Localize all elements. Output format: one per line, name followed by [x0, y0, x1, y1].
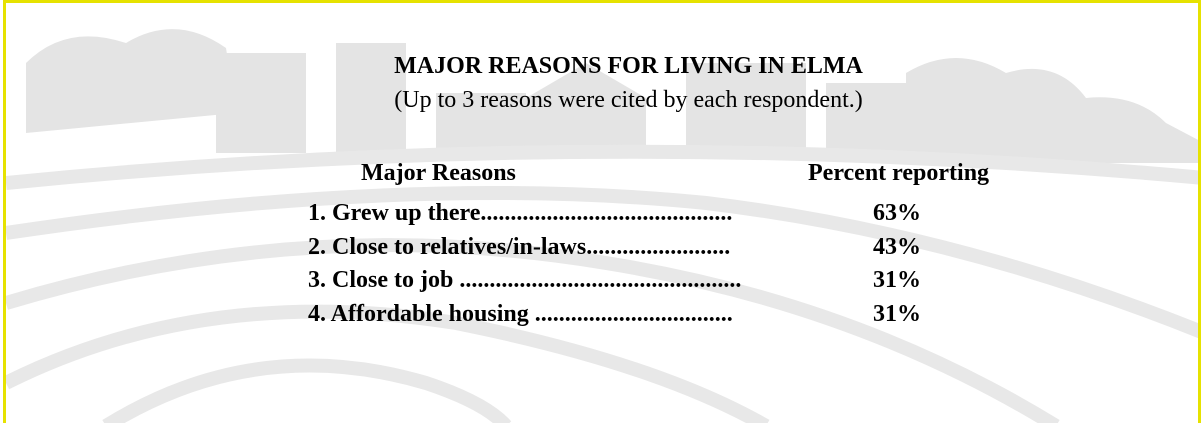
- row-label: 3. Close to job ........................…: [308, 267, 742, 293]
- page: MAJOR REASONS FOR LIVING IN ELMA (Up to …: [3, 0, 1201, 423]
- row-percent: 43%: [873, 233, 921, 260]
- row-percent: 31%: [873, 267, 921, 293]
- row-percent: 31%: [873, 300, 921, 327]
- background-landscape: [6, 29, 1198, 423]
- row-label: 2. Close to relatives/in-laws...........…: [308, 233, 731, 260]
- title: MAJOR REASONS FOR LIVING IN ELMA: [394, 53, 863, 79]
- column-header: Major Reasons: [361, 160, 516, 186]
- subtitle: (Up to 3 reasons were cited by each resp…: [394, 87, 863, 113]
- row-label: 4. Affordable housing ..................…: [308, 300, 733, 327]
- column-header: Percent reporting: [808, 160, 990, 186]
- row-percent: 63%: [873, 200, 921, 226]
- row-label: 1. Grew up there........................…: [308, 200, 733, 226]
